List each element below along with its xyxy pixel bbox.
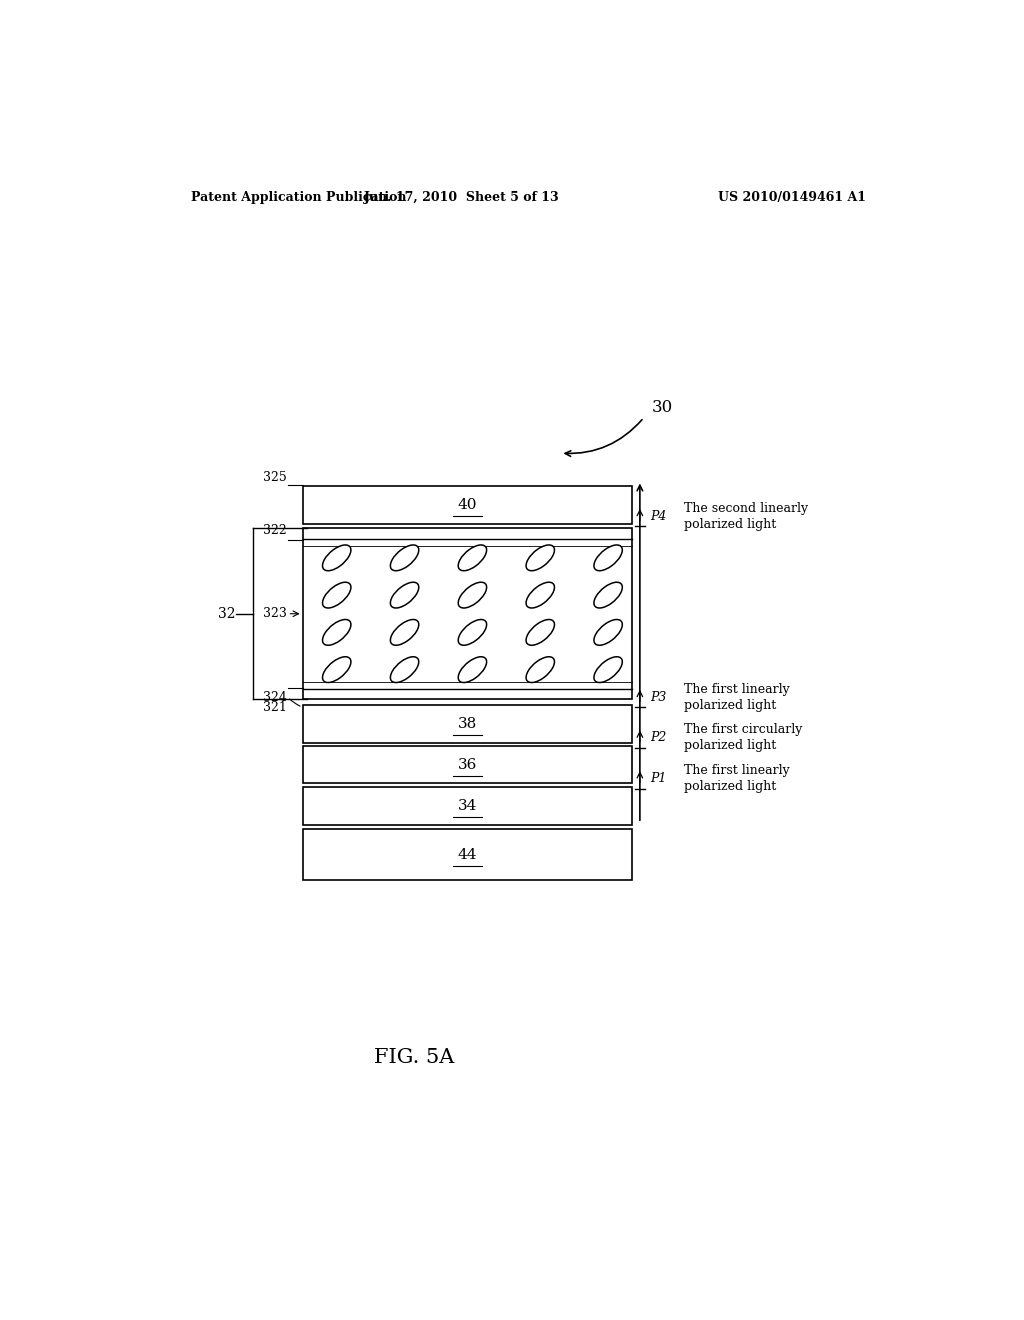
Text: 325: 325: [263, 471, 287, 484]
Bar: [303, 829, 632, 880]
Ellipse shape: [594, 545, 623, 570]
Bar: [303, 787, 632, 825]
Text: P1: P1: [650, 772, 667, 785]
Text: 324: 324: [263, 690, 287, 704]
Text: Jun. 17, 2010  Sheet 5 of 13: Jun. 17, 2010 Sheet 5 of 13: [364, 190, 559, 203]
Ellipse shape: [458, 657, 486, 682]
Ellipse shape: [594, 657, 623, 682]
Text: P3: P3: [650, 690, 667, 704]
Text: 323: 323: [263, 607, 287, 620]
Text: 322: 322: [263, 524, 287, 537]
Text: The second linearly
polarized light: The second linearly polarized light: [684, 502, 808, 531]
Ellipse shape: [594, 582, 623, 609]
Ellipse shape: [323, 545, 351, 570]
Bar: [303, 746, 632, 784]
Ellipse shape: [458, 619, 486, 645]
Ellipse shape: [390, 619, 419, 645]
Ellipse shape: [526, 582, 554, 609]
Ellipse shape: [323, 582, 351, 609]
Text: P4: P4: [650, 510, 667, 523]
Ellipse shape: [458, 582, 486, 609]
Ellipse shape: [458, 545, 486, 570]
Text: 40: 40: [458, 498, 477, 512]
Text: 36: 36: [458, 758, 477, 772]
Ellipse shape: [323, 619, 351, 645]
Ellipse shape: [323, 657, 351, 682]
Ellipse shape: [526, 657, 554, 682]
Text: 30: 30: [652, 399, 673, 416]
Text: The first circularly
polarized light: The first circularly polarized light: [684, 723, 802, 752]
Text: 38: 38: [458, 717, 477, 731]
Text: 32: 32: [218, 607, 236, 620]
Ellipse shape: [526, 545, 554, 570]
Bar: [303, 528, 632, 700]
Ellipse shape: [594, 619, 623, 645]
Text: 44: 44: [458, 847, 477, 862]
Ellipse shape: [390, 657, 419, 682]
Text: P2: P2: [650, 731, 667, 744]
Text: FIG. 5A: FIG. 5A: [374, 1048, 454, 1068]
Bar: [303, 486, 632, 524]
Text: The first linearly
polarized light: The first linearly polarized light: [684, 682, 790, 711]
Ellipse shape: [390, 545, 419, 570]
Text: 321: 321: [263, 701, 287, 714]
Bar: [303, 705, 632, 743]
Ellipse shape: [390, 582, 419, 609]
Ellipse shape: [526, 619, 554, 645]
Text: The first linearly
polarized light: The first linearly polarized light: [684, 764, 790, 793]
Text: 34: 34: [458, 799, 477, 813]
Text: Patent Application Publication: Patent Application Publication: [191, 190, 407, 203]
Text: US 2010/0149461 A1: US 2010/0149461 A1: [718, 190, 866, 203]
